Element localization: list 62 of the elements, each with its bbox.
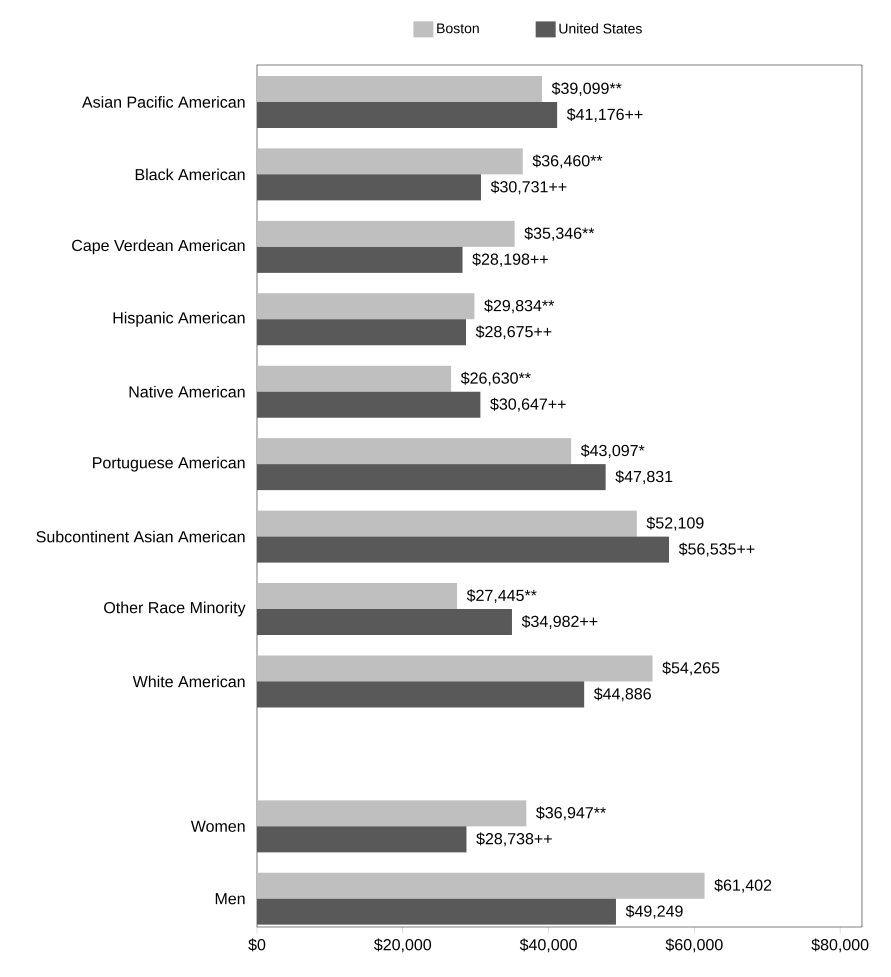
bar — [257, 148, 523, 174]
y-tick-label: Black American — [136, 168, 245, 180]
y-tick-label: Portuguese American — [93, 456, 245, 472]
bar — [257, 583, 458, 610]
bar — [257, 293, 474, 320]
data-label: $49,249 — [626, 904, 683, 919]
bar — [257, 392, 480, 418]
data-label: $61,402 — [714, 878, 772, 893]
data-label: $56,535++ — [678, 542, 754, 557]
data-label: $30,647++ — [490, 398, 566, 412]
data-label: $34,982++ — [522, 615, 598, 629]
data-label: $28,198++ — [472, 252, 548, 267]
bar — [257, 246, 463, 273]
bar — [257, 536, 670, 563]
data-label: $41,176++ — [566, 108, 642, 122]
bar — [257, 174, 481, 200]
bar — [257, 366, 452, 392]
data-label: $35,346** — [524, 226, 594, 241]
data-label: $26,630** — [460, 372, 531, 386]
data-label: $39,099** — [552, 82, 622, 96]
y-tick-label: Native American — [130, 386, 245, 398]
bar — [257, 220, 515, 247]
bar — [257, 102, 558, 128]
x-tick-label: $40,000 — [520, 938, 577, 952]
data-label: $30,731++ — [490, 180, 566, 194]
bar — [257, 609, 512, 636]
y-tick-label: Asian Pacific American — [82, 96, 245, 108]
x-tick-label: $0 — [248, 938, 266, 952]
data-label: $28,675++ — [476, 325, 552, 340]
legend-label: United States — [559, 23, 642, 34]
x-tick-label: $20,000 — [374, 938, 432, 952]
bar — [257, 898, 616, 925]
y-tick-label: Other Race Minority — [104, 602, 246, 616]
data-label: $52,109 — [646, 516, 704, 531]
bar — [257, 510, 637, 537]
bar — [257, 826, 466, 852]
bar — [257, 681, 584, 708]
legend-label: Boston — [437, 24, 479, 34]
bar — [257, 438, 572, 464]
data-label: $27,445** — [466, 589, 537, 603]
y-tick-label: Women — [190, 820, 245, 832]
y-tick-label: White American — [132, 676, 245, 688]
data-label: $43,097* — [580, 444, 645, 458]
data-label: $54,265 — [662, 662, 720, 676]
bar — [257, 76, 542, 102]
data-label: $28,738++ — [476, 832, 552, 846]
y-tick-label: Subcontinent Asian American — [36, 530, 245, 542]
bar — [257, 464, 606, 490]
data-label: $36,947** — [536, 806, 606, 820]
y-tick-label: Cape Verdean American — [72, 239, 245, 254]
bar — [257, 319, 466, 346]
y-tick-label: Hispanic American — [114, 312, 245, 327]
x-tick-label: $80,000 — [811, 938, 868, 952]
data-label: $36,460** — [532, 154, 602, 168]
x-tick-label: $60,000 — [666, 938, 723, 952]
bar — [257, 655, 653, 682]
data-label: $47,831 — [615, 470, 672, 484]
data-label: $44,886 — [594, 688, 651, 702]
bar — [257, 800, 526, 826]
y-tick-label: Men — [216, 893, 245, 904]
bar — [257, 872, 705, 899]
data-label: $29,834** — [484, 299, 554, 314]
